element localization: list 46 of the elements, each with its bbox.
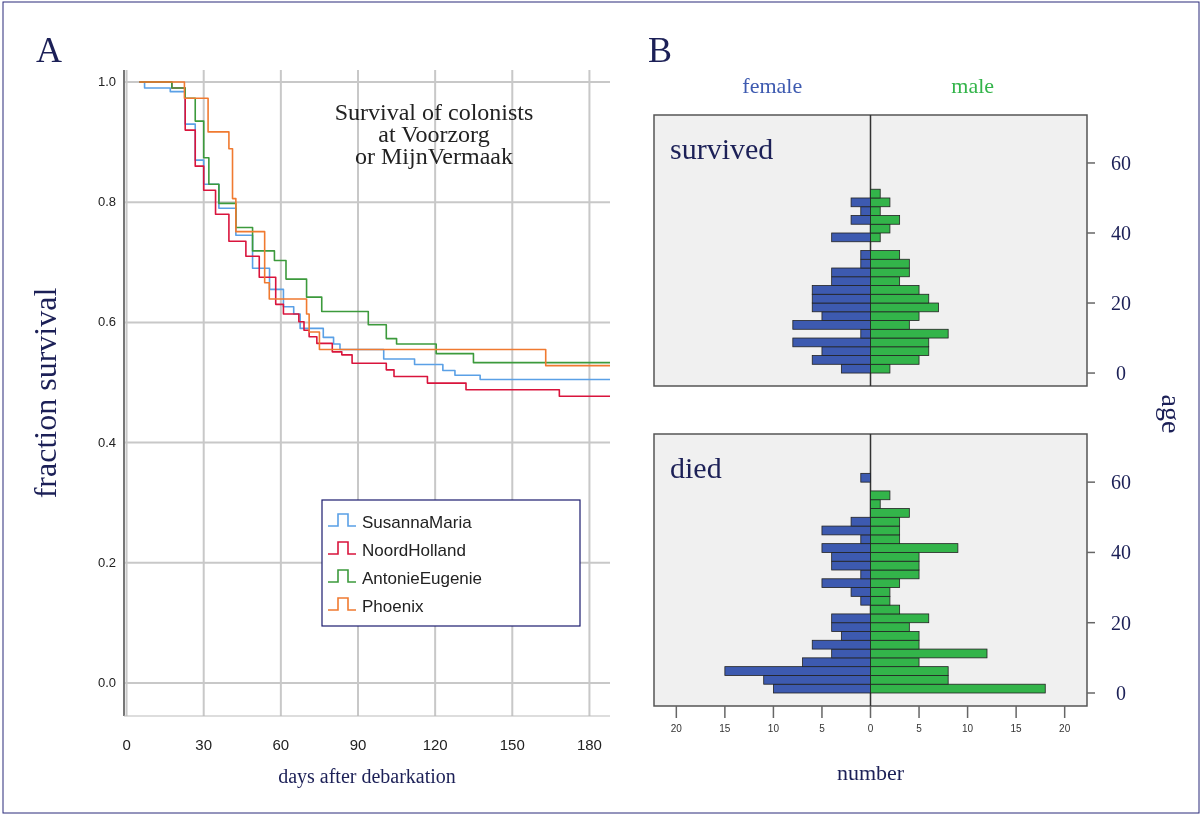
y-axis-title: fraction survival — [27, 287, 63, 499]
y-tick-label: 40 — [1111, 221, 1131, 244]
y-tick-label: 0.6 — [97, 314, 116, 330]
x-tick-label: 60 — [272, 736, 290, 753]
y-tick-label: 40 — [1111, 541, 1131, 564]
x-tick-label: 150 — [499, 736, 525, 753]
x-tick-label: 10 — [962, 723, 974, 734]
x-tick-label: 0 — [122, 736, 131, 753]
y-tick-label: 1.0 — [97, 74, 116, 90]
y-tick-label: 0.0 — [97, 674, 116, 690]
x-tick-label: 15 — [1010, 723, 1023, 734]
x-tick-label: 5 — [819, 723, 826, 734]
y-tick-label: 60 — [1111, 151, 1131, 174]
x-tick-label: 15 — [719, 723, 731, 734]
y-tick-label: 20 — [1111, 611, 1131, 634]
x-tick-label: 20 — [1059, 723, 1071, 734]
x-tick-label: 5 — [916, 723, 923, 734]
x-tick-label: 120 — [422, 736, 448, 753]
y-tick-label: 0.8 — [97, 194, 116, 210]
text: female — [742, 73, 803, 98]
x-tick-label: 90 — [349, 736, 367, 753]
y-tick-label: 0 — [1116, 362, 1126, 385]
text: male — [951, 73, 995, 98]
legend-label: NoordHolland — [362, 541, 466, 560]
text: A — [36, 30, 62, 70]
legend-label: Phoenix — [362, 597, 424, 616]
y-axis-title: age — [1156, 394, 1187, 434]
x-tick-label: 20 — [670, 723, 683, 734]
y-tick-label: 0 — [1116, 682, 1126, 704]
annotation: Survival of colonists at Voorzorg or MijnVermaak — [334, 99, 534, 169]
bar — [860, 472, 871, 483]
legend-label: SusannaMaria — [362, 513, 473, 532]
x-tick-label: 180 — [576, 736, 602, 753]
x-tick-label: 30 — [195, 736, 213, 753]
text: died — [670, 451, 722, 484]
x-axis-title: number — [836, 760, 905, 785]
y-tick-label: 20 — [1111, 292, 1131, 315]
legend-label: AntonieEugenie — [362, 569, 483, 588]
y-tick-label: 0.2 — [97, 554, 116, 570]
x-axis-title: days after debarkation — [278, 765, 456, 788]
y-tick-label: 0.4 — [97, 434, 116, 450]
x-tick-label: 0 — [867, 723, 874, 734]
text: B — [648, 30, 673, 70]
text: survived — [670, 132, 774, 165]
x-tick-label: 10 — [767, 723, 780, 734]
y-tick-label: 60 — [1111, 471, 1131, 494]
